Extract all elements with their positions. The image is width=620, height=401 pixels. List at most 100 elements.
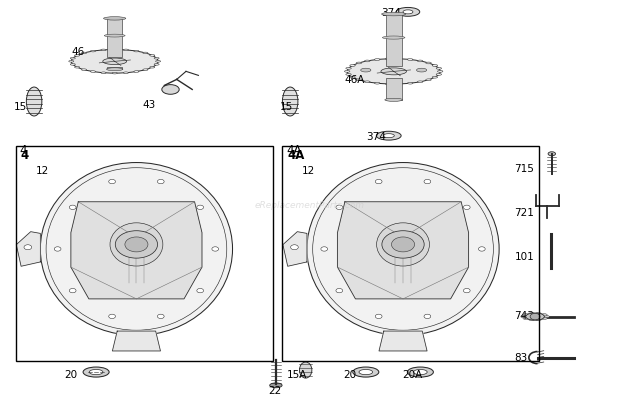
Ellipse shape — [356, 63, 361, 65]
Ellipse shape — [426, 80, 432, 81]
Ellipse shape — [383, 37, 405, 40]
Ellipse shape — [71, 51, 158, 74]
Ellipse shape — [407, 367, 433, 377]
Circle shape — [69, 289, 76, 293]
Polygon shape — [16, 232, 40, 267]
Ellipse shape — [346, 74, 352, 76]
Ellipse shape — [74, 67, 79, 69]
Text: 15: 15 — [14, 101, 27, 111]
Circle shape — [336, 289, 343, 293]
Circle shape — [157, 314, 164, 319]
Circle shape — [197, 206, 203, 210]
Ellipse shape — [112, 50, 117, 51]
Ellipse shape — [374, 59, 380, 61]
Ellipse shape — [374, 83, 380, 85]
Text: 46A: 46A — [344, 75, 365, 85]
Ellipse shape — [104, 35, 125, 38]
Ellipse shape — [162, 85, 179, 95]
Ellipse shape — [70, 58, 75, 60]
Ellipse shape — [403, 11, 413, 15]
Text: 101: 101 — [515, 252, 534, 261]
Text: 374: 374 — [381, 8, 401, 18]
Text: 22: 22 — [268, 385, 281, 395]
Circle shape — [424, 314, 431, 319]
Text: 374: 374 — [366, 132, 386, 141]
Bar — [386, 15, 402, 67]
Ellipse shape — [523, 314, 529, 316]
Circle shape — [530, 314, 540, 320]
Polygon shape — [337, 202, 469, 299]
Ellipse shape — [385, 99, 402, 102]
Ellipse shape — [356, 80, 361, 81]
Ellipse shape — [150, 55, 155, 57]
Ellipse shape — [307, 163, 499, 336]
Ellipse shape — [536, 313, 542, 315]
Ellipse shape — [283, 88, 298, 117]
Circle shape — [375, 180, 382, 184]
Ellipse shape — [350, 65, 355, 67]
Text: 12: 12 — [302, 166, 315, 175]
Ellipse shape — [104, 18, 126, 21]
Ellipse shape — [101, 73, 106, 74]
Ellipse shape — [548, 152, 556, 156]
Ellipse shape — [417, 61, 423, 63]
Circle shape — [24, 245, 32, 250]
Ellipse shape — [143, 70, 148, 71]
Ellipse shape — [134, 71, 139, 73]
Ellipse shape — [40, 163, 232, 336]
Circle shape — [479, 247, 485, 251]
Circle shape — [463, 289, 470, 293]
Circle shape — [108, 180, 115, 184]
Circle shape — [212, 247, 219, 251]
Ellipse shape — [528, 318, 534, 321]
Bar — [16, 146, 273, 361]
Ellipse shape — [365, 82, 370, 83]
Ellipse shape — [417, 82, 423, 83]
Ellipse shape — [381, 69, 407, 76]
Ellipse shape — [523, 317, 529, 320]
Ellipse shape — [376, 223, 430, 266]
Circle shape — [424, 180, 431, 184]
Text: 43: 43 — [143, 99, 156, 109]
Text: 715: 715 — [515, 164, 534, 173]
Text: 83: 83 — [515, 352, 528, 362]
Circle shape — [336, 206, 343, 210]
Ellipse shape — [396, 8, 420, 17]
Circle shape — [108, 314, 115, 319]
Ellipse shape — [543, 316, 549, 318]
Ellipse shape — [365, 61, 370, 63]
Ellipse shape — [81, 53, 87, 55]
Ellipse shape — [89, 370, 103, 375]
Ellipse shape — [74, 55, 79, 57]
Ellipse shape — [432, 77, 438, 79]
Ellipse shape — [528, 313, 534, 315]
Circle shape — [157, 180, 164, 184]
Ellipse shape — [156, 61, 161, 63]
Ellipse shape — [383, 134, 394, 138]
Polygon shape — [112, 331, 161, 351]
Ellipse shape — [361, 69, 371, 73]
Ellipse shape — [386, 59, 391, 61]
Text: 15A: 15A — [286, 369, 307, 379]
Ellipse shape — [347, 59, 440, 85]
Ellipse shape — [417, 69, 427, 73]
Circle shape — [321, 247, 327, 251]
Ellipse shape — [436, 68, 441, 70]
Ellipse shape — [83, 367, 109, 377]
Ellipse shape — [350, 77, 355, 79]
Ellipse shape — [353, 367, 379, 377]
Ellipse shape — [359, 370, 373, 375]
Ellipse shape — [70, 65, 75, 66]
Ellipse shape — [386, 84, 391, 85]
Text: 721: 721 — [515, 208, 534, 217]
Ellipse shape — [69, 61, 74, 63]
Text: 4A: 4A — [286, 144, 302, 157]
Circle shape — [125, 237, 148, 252]
Circle shape — [115, 231, 157, 259]
Ellipse shape — [107, 69, 123, 71]
Text: 4: 4 — [20, 144, 27, 157]
Ellipse shape — [345, 71, 350, 73]
Ellipse shape — [150, 67, 155, 69]
Ellipse shape — [103, 59, 126, 65]
Ellipse shape — [154, 58, 159, 60]
